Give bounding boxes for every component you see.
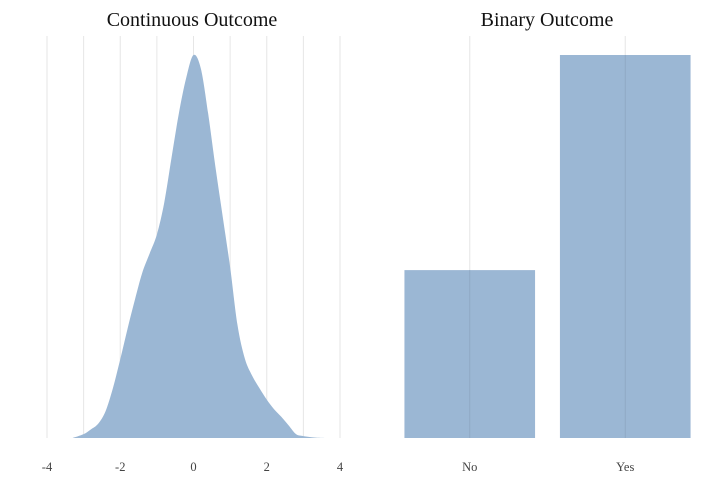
x-tick-label: -2 — [115, 460, 125, 474]
density-area — [72, 54, 326, 438]
continuous-outcome-title: Continuous Outcome — [107, 9, 278, 31]
continuous-outcome-panel: Continuous Outcome -4 -2 0 2 4 — [42, 9, 344, 474]
x-tick-label: 4 — [337, 460, 344, 474]
binary-outcome-title: Binary Outcome — [481, 9, 614, 31]
binary-x-tick-labels: No Yes — [462, 460, 634, 474]
continuous-x-tick-labels: -4 -2 0 2 4 — [42, 460, 344, 474]
x-tick-label: No — [462, 460, 477, 474]
x-tick-label: -4 — [42, 460, 53, 474]
x-tick-label: 0 — [190, 460, 196, 474]
binary-bars — [404, 55, 691, 438]
binary-outcome-panel: Binary Outcome No Yes — [404, 9, 691, 474]
x-tick-label: Yes — [616, 460, 634, 474]
x-tick-label: 2 — [264, 460, 270, 474]
